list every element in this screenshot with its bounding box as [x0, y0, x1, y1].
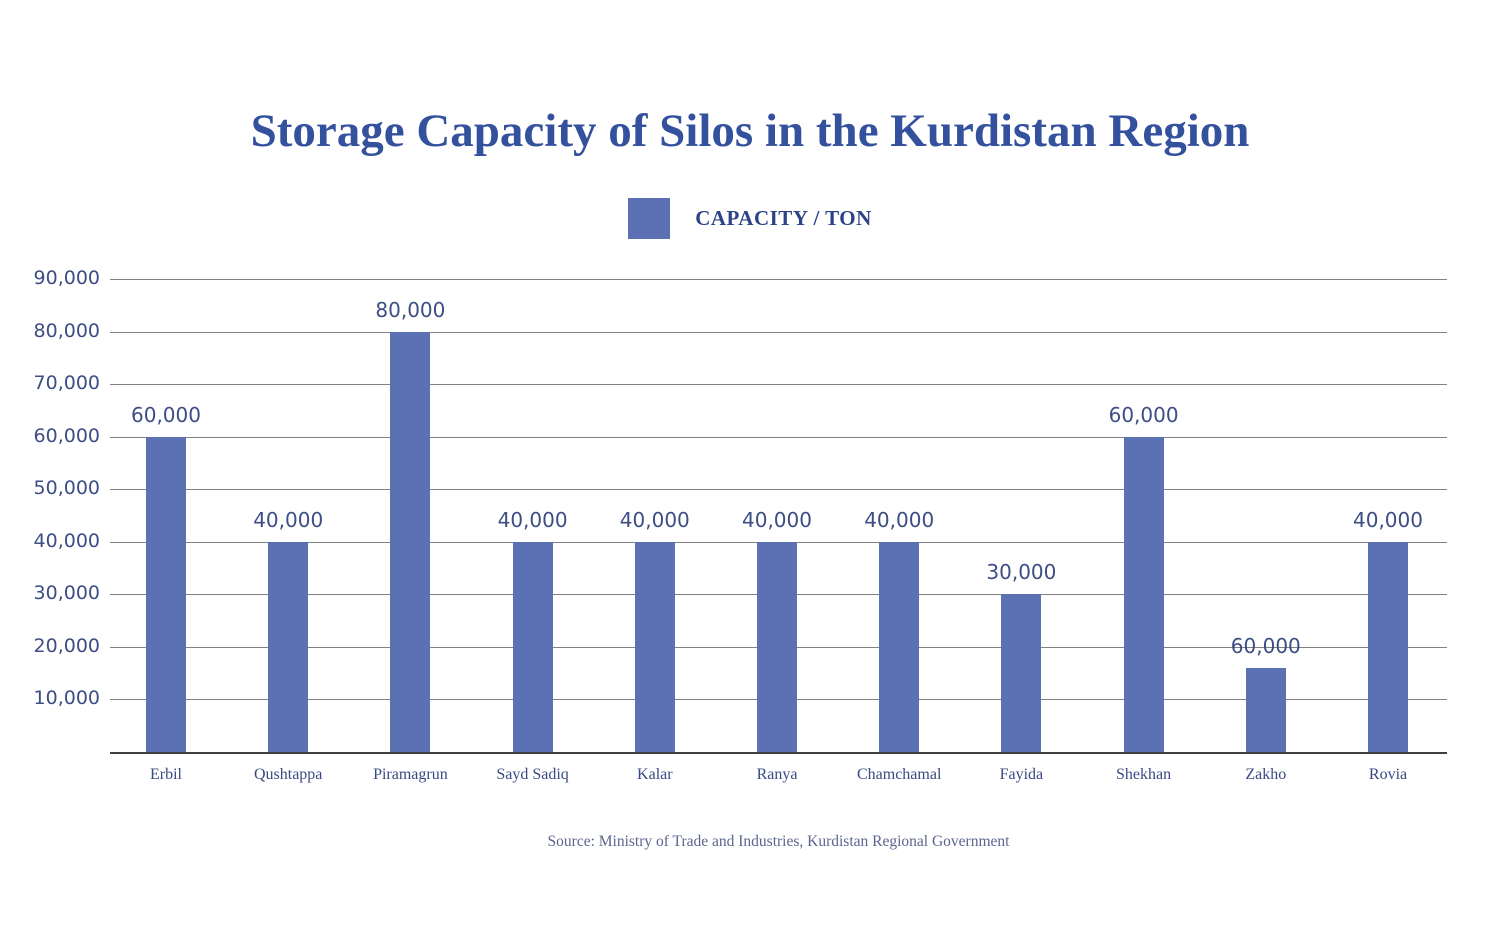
bar-sayd-sadiq [512, 541, 553, 752]
category-label-erbil: Erbil [150, 766, 182, 783]
y-tick-label: 20,000 [33, 634, 100, 657]
legend-swatch [628, 198, 671, 239]
bar-ranya [757, 541, 797, 752]
y-tick-label: 90,000 [33, 267, 100, 289]
category-label-zakho: Zakho [1245, 766, 1287, 783]
bar-value-label: 60,000 [1108, 402, 1179, 427]
bar-piramagrun [390, 331, 431, 752]
gridline [110, 279, 1447, 280]
legend: CAPACITY / TON [0, 198, 1500, 239]
bar-kalar [634, 541, 675, 752]
gridline [110, 331, 1447, 333]
category-label-piramagrun: Piramagrun [373, 766, 448, 783]
gridline [110, 436, 1447, 438]
category-label-shekhan: Shekhan [1116, 766, 1172, 783]
y-tick-label: 10,000 [33, 687, 100, 710]
chart-title: Storage Capacity of Silos in the Kurdist… [250, 105, 1250, 157]
bar-value-label: 80,000 [375, 297, 446, 322]
category-label-qushtappa: Qushtappa [253, 766, 323, 783]
y-tick-label: 80,000 [33, 319, 100, 342]
legend-label: CAPACITY / TON [695, 206, 872, 230]
bar-value-label: 60,000 [1230, 633, 1301, 658]
bar-value-label: 40,000 [497, 507, 568, 532]
y-tick-label: 50,000 [33, 477, 100, 500]
y-tick-label: 30,000 [33, 582, 100, 605]
category-label-sayd-sadiq: Sayd Sadiq [496, 766, 569, 783]
category-label-ranya: Ranya [756, 766, 798, 783]
source-note: Source: Ministry of Trade and Industries… [547, 833, 1010, 850]
bar-fayida [1001, 594, 1042, 752]
gridline [110, 489, 1447, 491]
bar-value-label: 40,000 [1353, 507, 1423, 532]
category-label-chamchamal: Chamchamal [856, 766, 942, 783]
category-label-rovia: Rovia [1368, 766, 1408, 783]
bar-erbil [146, 436, 186, 752]
plot-area: 60,000 40,000 80,000 40,000 40,000 40,000 40,0… [110, 279, 1447, 754]
bar-value-label: 30,000 [986, 560, 1057, 585]
bar-shekhan [1123, 436, 1164, 752]
bar-qushtappa [268, 541, 309, 752]
y-tick-label: 40,000 [33, 529, 100, 552]
category-label-fayida: Fayida [999, 766, 1044, 783]
bar-zakho [1245, 667, 1286, 752]
bar-value-label: 40,000 [253, 507, 324, 532]
category-label-kalar: Kalar [637, 766, 673, 783]
y-tick-label: 60,000 [33, 424, 100, 447]
bar-value-label: 40,000 [619, 507, 690, 532]
bar-chamchamal [879, 541, 920, 752]
gridline [110, 384, 1447, 386]
bar-value-label: 60,000 [131, 402, 201, 427]
y-tick-label: 70,000 [33, 372, 100, 395]
bar-value-label: 40,000 [864, 507, 935, 532]
bar-rovia [1368, 541, 1408, 752]
bar-value-label: 40,000 [742, 507, 812, 532]
